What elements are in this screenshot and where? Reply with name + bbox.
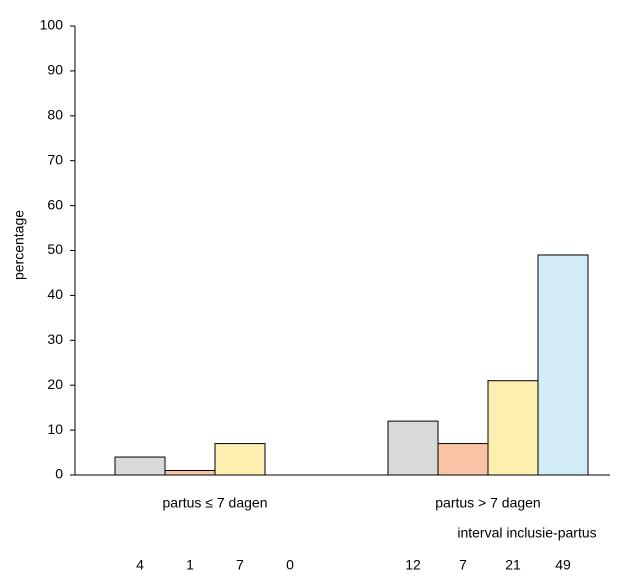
value-label: 7 bbox=[459, 557, 467, 573]
bar bbox=[164, 470, 216, 476]
value-label: 21 bbox=[505, 557, 521, 573]
y-tick-label: 90 bbox=[47, 62, 63, 78]
bar bbox=[487, 380, 539, 476]
x-axis-label: interval inclusie-partus bbox=[457, 525, 596, 541]
bar bbox=[437, 443, 489, 476]
y-axis-label: percentage bbox=[11, 210, 27, 280]
value-label: 7 bbox=[236, 557, 244, 573]
y-tick-label: 10 bbox=[47, 421, 63, 437]
y-tick-label: 80 bbox=[47, 107, 63, 123]
bar bbox=[214, 443, 266, 476]
y-tick-label: 40 bbox=[47, 286, 63, 302]
value-label: 49 bbox=[555, 557, 571, 573]
y-tick-label: 20 bbox=[47, 376, 63, 392]
bar bbox=[114, 456, 166, 476]
value-label: 12 bbox=[405, 557, 421, 573]
x-tick-label: partus ≤ 7 dagen bbox=[163, 495, 268, 511]
y-tick-label: 50 bbox=[47, 241, 63, 257]
y-tick-label: 30 bbox=[47, 331, 63, 347]
bar bbox=[537, 254, 589, 476]
y-tick-label: 70 bbox=[47, 151, 63, 167]
value-label: 0 bbox=[286, 557, 294, 573]
value-label: 1 bbox=[186, 557, 194, 573]
y-tick-label: 100 bbox=[40, 17, 64, 33]
value-label: 4 bbox=[136, 557, 144, 573]
bar bbox=[387, 420, 439, 476]
y-tick-label: 60 bbox=[47, 196, 63, 212]
x-tick-label: partus > 7 dagen bbox=[435, 495, 540, 511]
y-tick-label: 0 bbox=[55, 466, 63, 482]
